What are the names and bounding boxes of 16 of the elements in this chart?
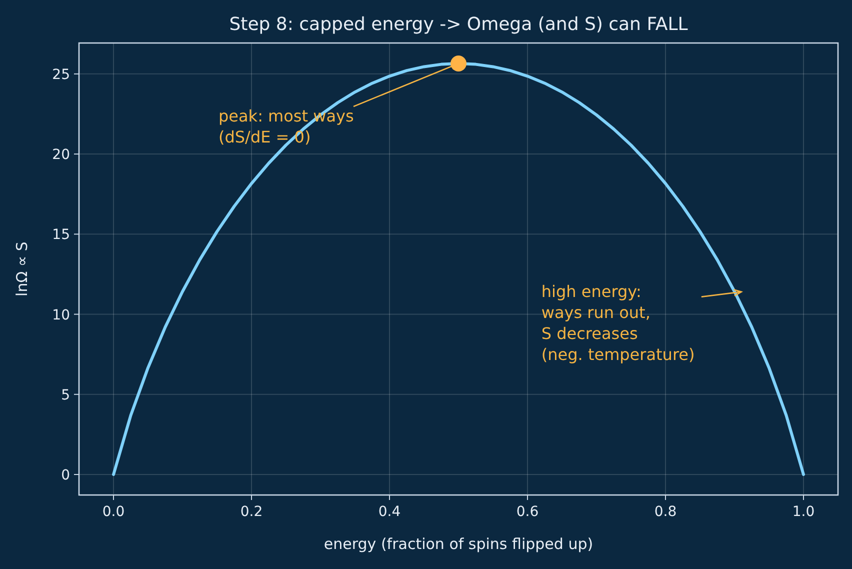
x-tick-label: 0.2 xyxy=(240,504,263,520)
x-tick-label: 1.0 xyxy=(792,504,815,520)
y-tick-label: 5 xyxy=(61,387,70,404)
y-tick-label: 20 xyxy=(52,147,70,164)
x-tick-label: 0.0 xyxy=(102,504,125,520)
annotation: high energy: ways run out, S decreases (neg. temperature) xyxy=(541,282,695,364)
y-tick-label: 25 xyxy=(52,66,70,83)
x-tick-label: 0.4 xyxy=(378,504,401,520)
y-tick-label: 0 xyxy=(61,467,70,484)
y-tick-label: 15 xyxy=(52,227,70,244)
y-tick-label: 10 xyxy=(52,307,70,324)
x-tick-label: 0.6 xyxy=(516,504,539,520)
x-tick-label: 0.8 xyxy=(654,504,677,520)
y-axis-title: lnΩ ∝ S xyxy=(13,242,31,296)
x-axis-title: energy (fraction of spins flipped up) xyxy=(324,535,594,553)
chart-title: Step 8: capped energy -> Omega (and S) can FALL xyxy=(229,14,688,35)
